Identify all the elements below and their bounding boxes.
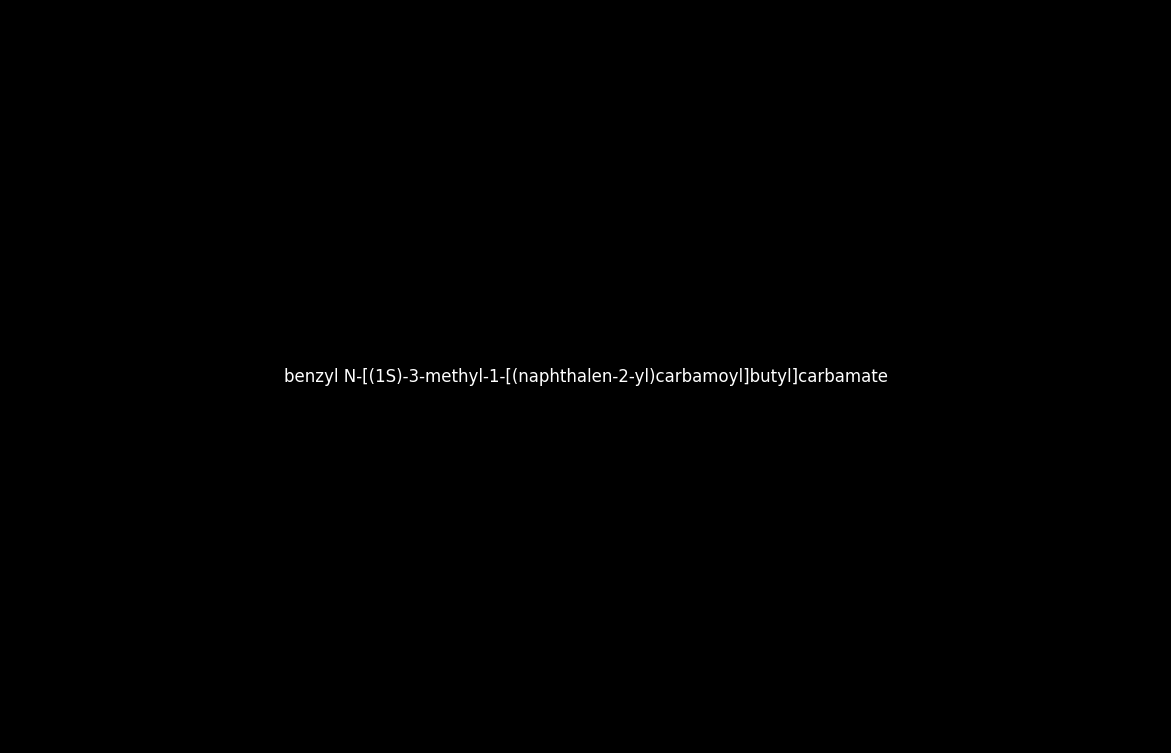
Text: benzyl N-[(1S)-3-methyl-1-[(naphthalen-2-yl)carbamoyl]butyl]carbamate: benzyl N-[(1S)-3-methyl-1-[(naphthalen-2… [283,367,888,386]
